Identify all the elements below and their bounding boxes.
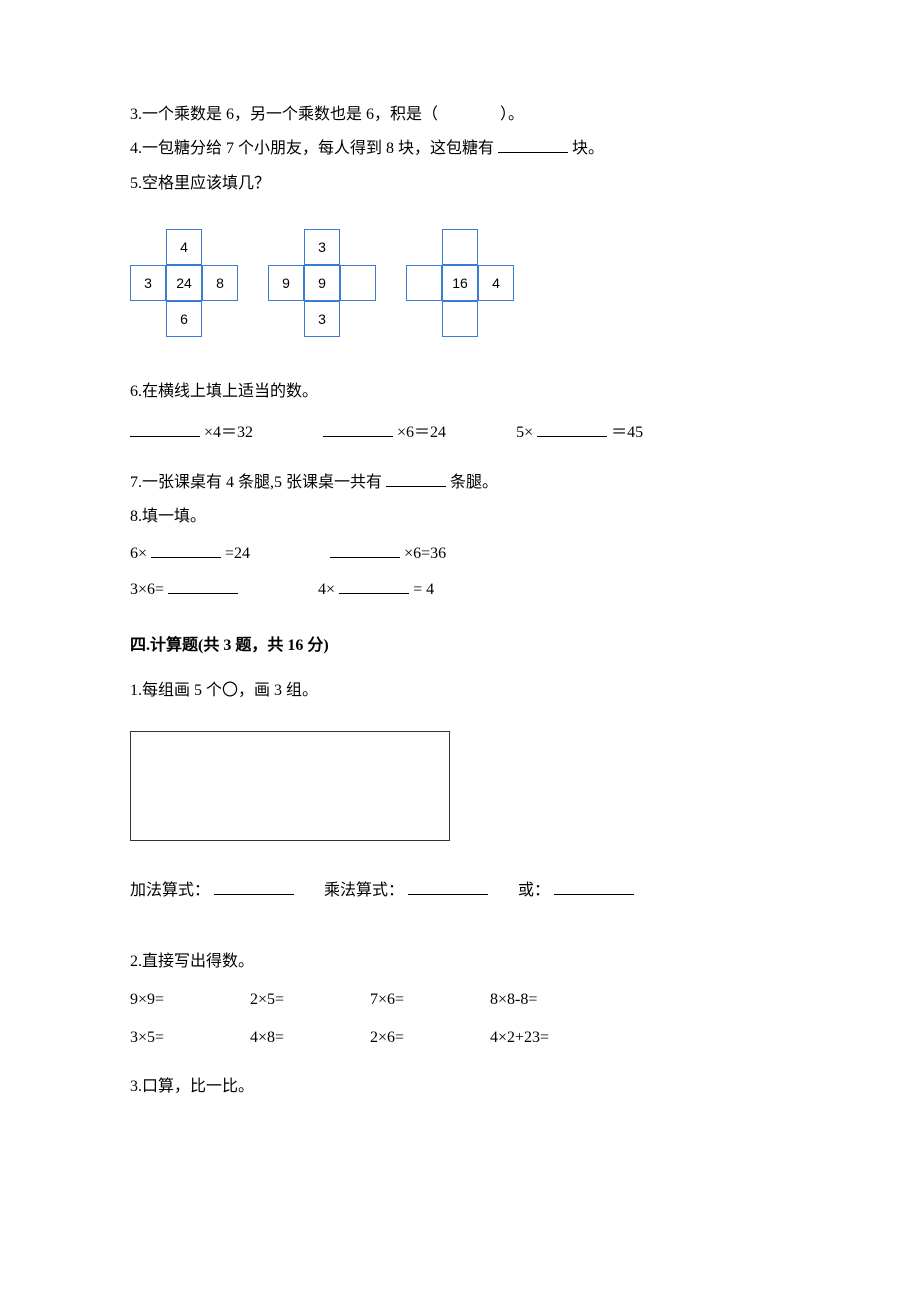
s4-q2-r2-c4: 4×2+23= bbox=[490, 1023, 570, 1053]
cross-2-blank bbox=[268, 301, 304, 337]
s4-q2-r2-c3: 2×6= bbox=[370, 1023, 450, 1053]
s4-q2-r1-c3: 7×6= bbox=[370, 985, 450, 1015]
q8-row-2: 3×6= 4× = 4 bbox=[130, 575, 790, 605]
q7-text-after: 条腿。 bbox=[450, 474, 498, 491]
s4-q3-label: 3.口算，比一比。 bbox=[130, 1072, 790, 1102]
cross-1-bottom: 6 bbox=[166, 301, 202, 337]
question-7: 7.一张课桌有 4 条腿,5 张课桌一共有 条腿。 bbox=[130, 468, 790, 498]
q7-text-before: 7.一张课桌有 4 条腿,5 张课桌一共有 bbox=[130, 474, 382, 491]
question-8-label: 8.填一填。 bbox=[130, 502, 790, 532]
q7-blank bbox=[386, 471, 446, 487]
q4-text-before: 4.一包糖分给 7 个小朋友，每人得到 8 块，这包糖有 bbox=[130, 140, 494, 157]
cross-3-left bbox=[406, 265, 442, 301]
question-6-label: 6.在横线上填上适当的数。 bbox=[130, 377, 790, 407]
cross-1-center: 24 bbox=[166, 265, 202, 301]
s4-q1-draw-box bbox=[130, 731, 450, 841]
q6-eq-3-blank bbox=[537, 421, 607, 437]
s4-q1-mul-blank bbox=[408, 879, 488, 895]
cross-3-blank bbox=[478, 229, 514, 265]
q8-r2-eq2: 4× = 4 bbox=[318, 575, 434, 605]
s4-q1-formulas: 加法算式： 乘法算式： 或： bbox=[130, 876, 790, 906]
q8-r2-eq1: 3×6= bbox=[130, 575, 238, 605]
cross-1-blank bbox=[130, 301, 166, 337]
worksheet-page: 3.一个乘数是 6，另一个乘数也是 6，积是（ ）。 4.一包糖分给 7 个小朋… bbox=[0, 0, 920, 1166]
cross-1-top: 4 bbox=[166, 229, 202, 265]
s4-q1-mul: 乘法算式： bbox=[324, 876, 488, 906]
q8-r1-eq1-before: 6× bbox=[130, 545, 147, 562]
q8-row-1: 6× =24 ×6=36 bbox=[130, 539, 790, 569]
s4-q1-mul-label: 乘法算式： bbox=[324, 882, 404, 899]
q3-blank bbox=[442, 106, 496, 123]
q8-r1-eq1-blank bbox=[151, 542, 221, 558]
cross-3-right: 4 bbox=[478, 265, 514, 301]
q8-r2-eq1-before: 3×6= bbox=[130, 581, 168, 598]
q8-r2-eq2-after: = 4 bbox=[413, 581, 434, 598]
q4-text-after: 块。 bbox=[572, 140, 604, 157]
s4-q2-row-1: 9×9= 2×5= 7×6= 8×8-8= bbox=[130, 985, 790, 1015]
cross-1-left: 3 bbox=[130, 265, 166, 301]
q8-r1-eq2-after: ×6=36 bbox=[404, 545, 446, 562]
q6-eq-1-after: ×4＝32 bbox=[204, 424, 253, 441]
q6-eq-2-blank bbox=[323, 421, 393, 437]
q3-text-after: ）。 bbox=[500, 106, 524, 123]
s4-q1-add-label: 加法算式： bbox=[130, 882, 210, 899]
cross-3-top bbox=[442, 229, 478, 265]
cross-3-bottom bbox=[442, 301, 478, 337]
cross-2-blank bbox=[268, 229, 304, 265]
q8-r1-eq1-after: =24 bbox=[225, 545, 250, 562]
question-4: 4.一包糖分给 7 个小朋友，每人得到 8 块，这包糖有 块。 bbox=[130, 134, 790, 164]
s4-q2-r1-c1: 9×9= bbox=[130, 985, 210, 1015]
cross-2-right bbox=[340, 265, 376, 301]
s4-q1-add-blank bbox=[214, 879, 294, 895]
s4-q2-r1-c2: 2×5= bbox=[250, 985, 330, 1015]
cross-diagram-2: 3 9 9 3 bbox=[268, 229, 376, 337]
cross-2-center: 9 bbox=[304, 265, 340, 301]
q8-r2-eq2-before: 4× bbox=[318, 581, 335, 598]
s4-q2-r2-c1: 3×5= bbox=[130, 1023, 210, 1053]
cross-3-blank bbox=[406, 301, 442, 337]
q4-blank bbox=[498, 137, 568, 153]
s4-q1-add: 加法算式： bbox=[130, 876, 294, 906]
cross-3-center: 16 bbox=[442, 265, 478, 301]
cross-diagrams: 4 3 24 8 6 3 9 9 3 16 4 bbox=[130, 229, 790, 337]
q6-eq-2: ×6＝24 bbox=[323, 418, 446, 448]
cross-diagram-1: 4 3 24 8 6 bbox=[130, 229, 238, 337]
q6-eq-1: ×4＝32 bbox=[130, 418, 253, 448]
cross-3-blank bbox=[478, 301, 514, 337]
q8-r1-eq2: ×6=36 bbox=[330, 539, 446, 569]
cross-2-blank bbox=[340, 301, 376, 337]
cross-1-blank bbox=[202, 229, 238, 265]
q8-r1-eq2-blank bbox=[330, 542, 400, 558]
cross-2-top: 3 bbox=[304, 229, 340, 265]
cross-2-blank bbox=[340, 229, 376, 265]
cross-diagram-3: 16 4 bbox=[406, 229, 514, 337]
s4-q2-r1-c4: 8×8-8= bbox=[490, 985, 570, 1015]
s4-q1-or-blank bbox=[554, 879, 634, 895]
s4-q1-label: 1.每组画 5 个〇，画 3 组。 bbox=[130, 676, 790, 706]
q8-r1-eq1: 6× =24 bbox=[130, 539, 250, 569]
s4-q1-or: 或： bbox=[518, 876, 634, 906]
cross-3-blank bbox=[406, 229, 442, 265]
q3-text-before: 3.一个乘数是 6，另一个乘数也是 6，积是（ bbox=[130, 106, 438, 123]
cross-2-left: 9 bbox=[268, 265, 304, 301]
q6-eq-3: 5× ＝45 bbox=[516, 418, 643, 448]
q6-equations: ×4＝32 ×6＝24 5× ＝45 bbox=[130, 418, 790, 448]
section-4-title: 四.计算题(共 3 题，共 16 分) bbox=[130, 631, 790, 661]
cross-1-blank bbox=[130, 229, 166, 265]
s4-q2-r2-c2: 4×8= bbox=[250, 1023, 330, 1053]
q6-eq-3-before: 5× bbox=[516, 424, 533, 441]
q8-r2-eq2-blank bbox=[339, 578, 409, 594]
q6-eq-3-after: ＝45 bbox=[611, 424, 643, 441]
question-3: 3.一个乘数是 6，另一个乘数也是 6，积是（ ）。 bbox=[130, 100, 790, 130]
q8-r2-eq1-blank bbox=[168, 578, 238, 594]
q6-eq-1-blank bbox=[130, 421, 200, 437]
question-5-label: 5.空格里应该填几？ bbox=[130, 169, 790, 199]
cross-1-blank bbox=[202, 301, 238, 337]
s4-q1-or-label: 或： bbox=[518, 882, 550, 899]
cross-2-bottom: 3 bbox=[304, 301, 340, 337]
s4-q2-row-2: 3×5= 4×8= 2×6= 4×2+23= bbox=[130, 1023, 790, 1053]
q6-eq-2-after: ×6＝24 bbox=[397, 424, 446, 441]
s4-q2-label: 2.直接写出得数。 bbox=[130, 947, 790, 977]
cross-1-right: 8 bbox=[202, 265, 238, 301]
